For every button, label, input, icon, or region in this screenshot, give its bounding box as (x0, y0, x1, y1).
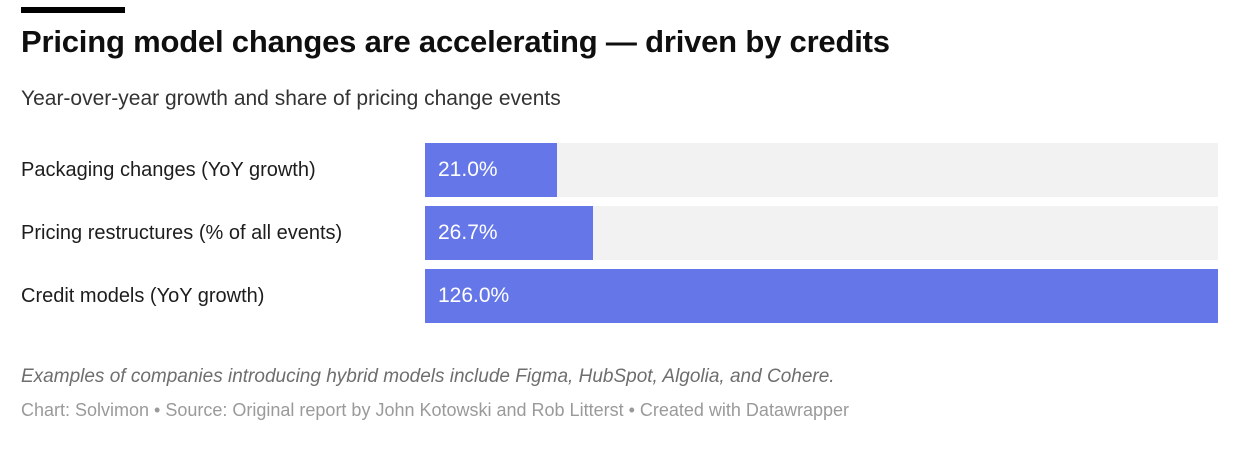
bar-chart: Packaging changes (YoY growth) 21.0% Prici… (21, 143, 1218, 323)
bar-segment[interactable]: 21.0% (425, 143, 558, 197)
bar-track: 126.0% (425, 269, 1218, 323)
chart-byline: Chart: Solvimon • Source: Original repor… (21, 400, 849, 420)
accent-bar (21, 7, 125, 13)
bar-value-label: 126.0% (438, 284, 510, 307)
bar-row: Credit models (YoY growth) 126.0% (21, 269, 1218, 323)
bar-category-label: Packaging changes (YoY growth) (21, 158, 316, 181)
bar-category-label: Credit models (YoY growth) (21, 284, 265, 307)
bar-value-label: 21.0% (438, 158, 498, 181)
bar-value-label: 26.7% (438, 221, 498, 244)
bar-track: 21.0% (425, 143, 1218, 197)
chart-footnote: Examples of companies introducing hybrid… (21, 366, 835, 387)
bar-category-label: Pricing restructures (% of all events) (21, 221, 343, 244)
chart-subtitle: Year-over-year growth and share of prici… (21, 87, 561, 110)
page-title: Pricing model changes are accelerating —… (21, 24, 890, 59)
bar-segment[interactable]: 26.7% (425, 206, 594, 260)
bar-segment[interactable]: 126.0% (425, 269, 1218, 323)
bar-track: 26.7% (425, 206, 1218, 260)
bar-row: Pricing restructures (% of all events) 26… (21, 206, 1218, 260)
bar-row: Packaging changes (YoY growth) 21.0% (21, 143, 1218, 197)
chart-card: Pricing model changes are accelerating —… (0, 7, 1240, 421)
